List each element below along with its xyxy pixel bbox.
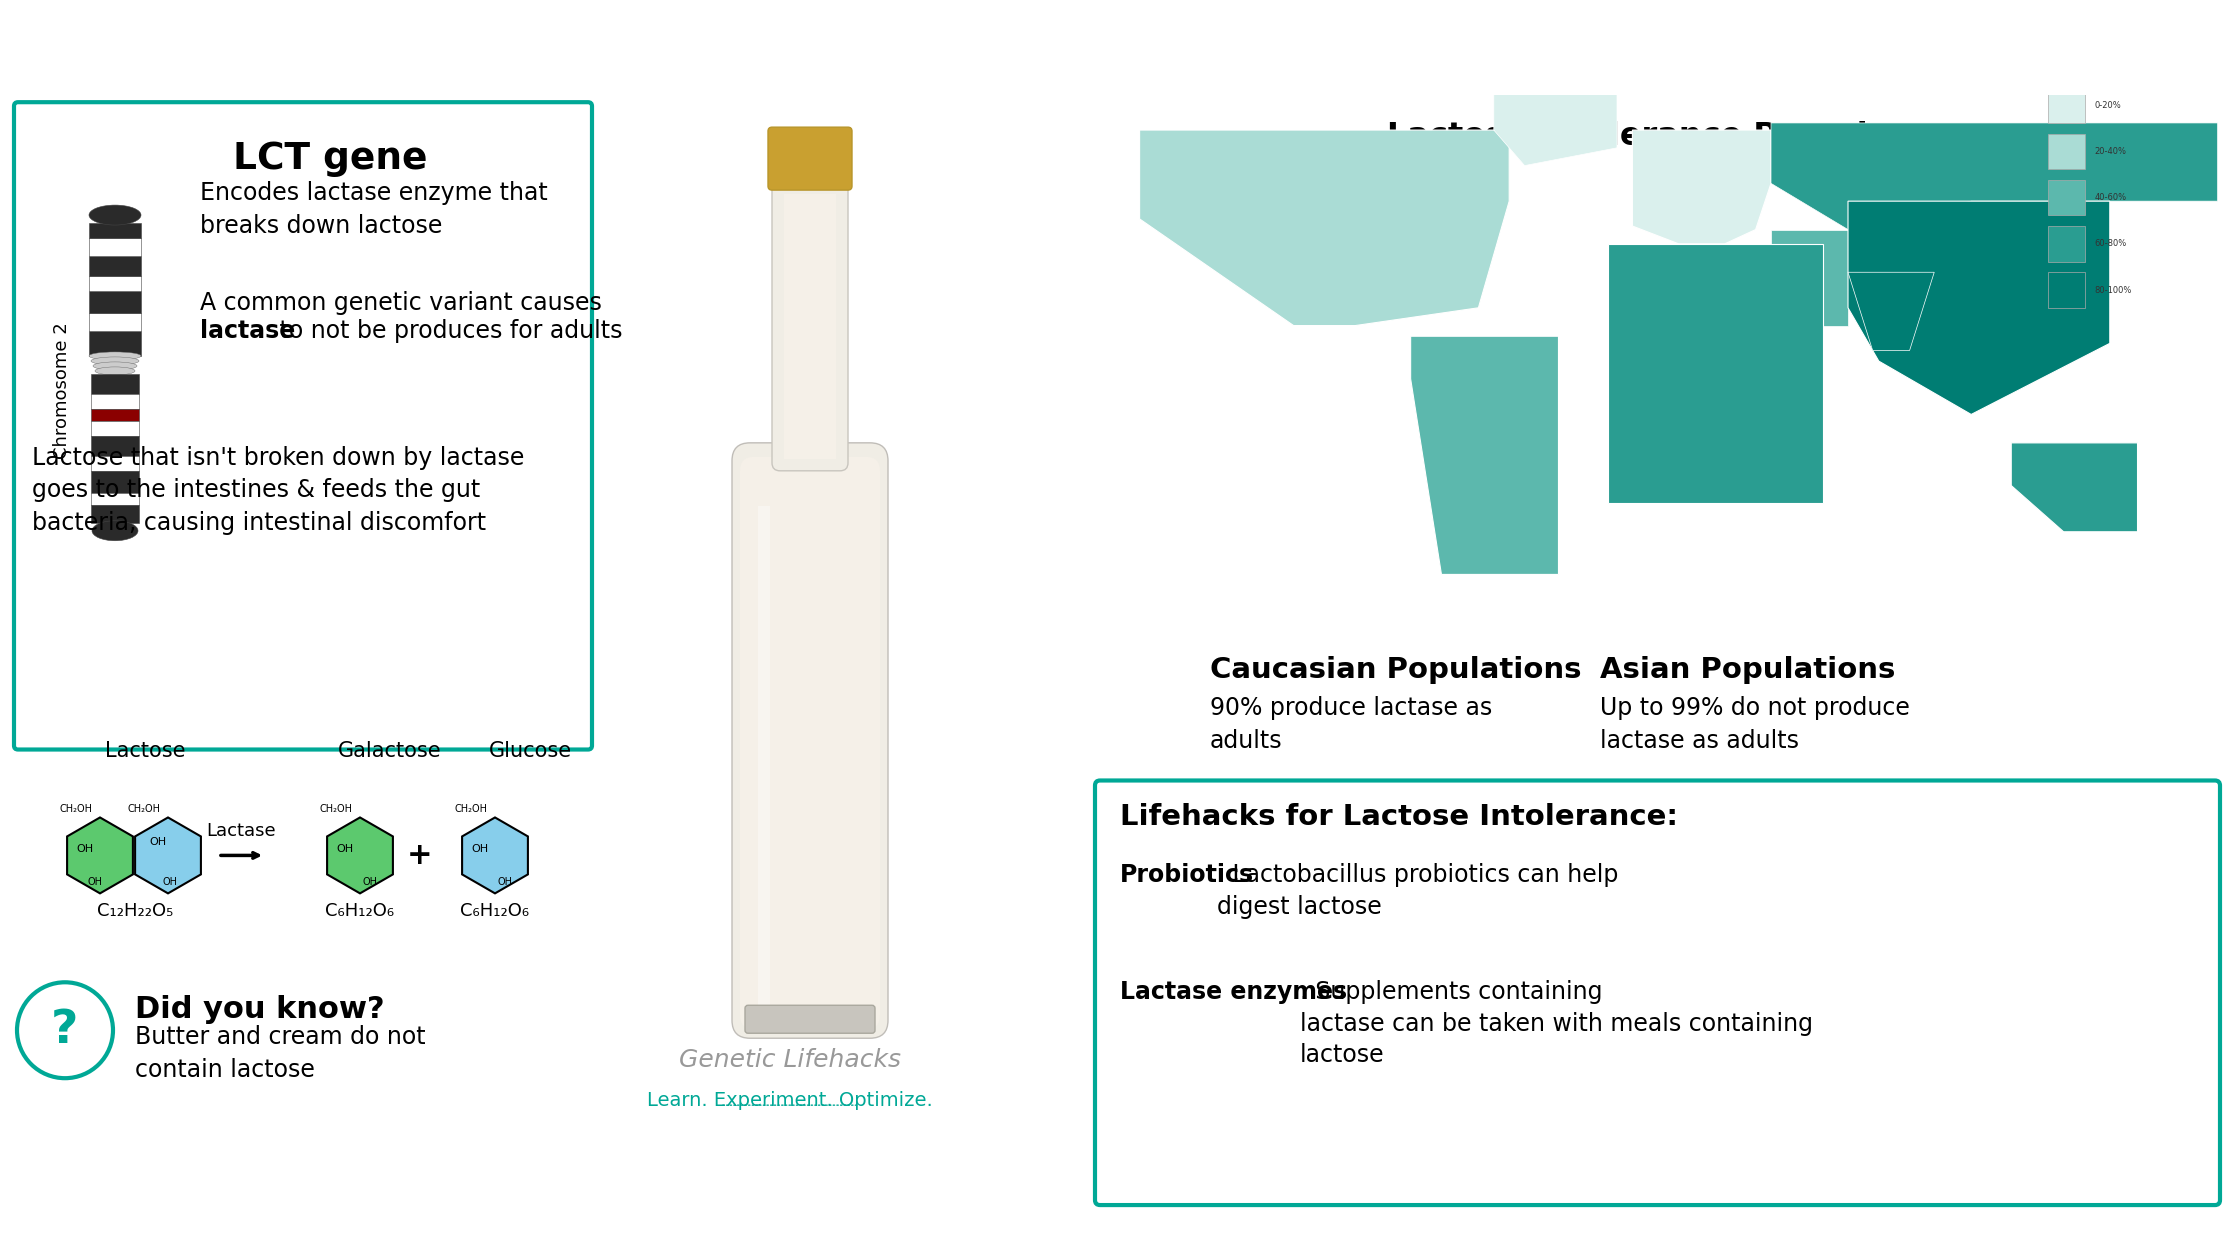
- Ellipse shape: [94, 367, 134, 375]
- Text: 40-60%: 40-60%: [2094, 193, 2126, 202]
- Circle shape: [18, 983, 112, 1079]
- FancyBboxPatch shape: [13, 102, 591, 750]
- Ellipse shape: [90, 205, 141, 226]
- Text: : Supplements containing
lactase can be taken with meals containing
lactose: : Supplements containing lactase can be …: [1299, 980, 1812, 1067]
- Bar: [90, 291, 141, 312]
- Text: Lactose: Lactose: [105, 741, 186, 761]
- Text: 20-40%: 20-40%: [2094, 147, 2126, 156]
- Text: CH₂OH: CH₂OH: [455, 804, 488, 814]
- Bar: [2047, 272, 2085, 307]
- Polygon shape: [1608, 244, 1823, 503]
- Text: OH: OH: [363, 877, 379, 887]
- Text: 90% produce lactase as
adults: 90% produce lactase as adults: [1210, 696, 1492, 753]
- Text: C₁₂H₂₂O₅: C₁₂H₂₂O₅: [96, 902, 172, 920]
- Text: OH: OH: [470, 844, 488, 854]
- FancyBboxPatch shape: [773, 175, 849, 471]
- Text: Encodes lactase enzyme that
breaks down lactose: Encodes lactase enzyme that breaks down …: [199, 181, 549, 238]
- Text: Probiotics: Probiotics: [1120, 863, 1254, 887]
- Bar: [784, 194, 836, 459]
- Text: Chromosome 2: Chromosome 2: [54, 323, 72, 459]
- Text: 60-80%: 60-80%: [2094, 239, 2126, 248]
- Polygon shape: [1633, 130, 1772, 244]
- Text: ?: ?: [52, 1008, 78, 1053]
- Text: : Lactobacillus probiotics can help
digest lactose: : Lactobacillus probiotics can help dige…: [1216, 863, 1617, 919]
- Text: Lactose Intolerance Prevalence: Lactose Intolerance Prevalence: [1387, 121, 1953, 152]
- Text: 0-20%: 0-20%: [2094, 101, 2121, 110]
- Polygon shape: [2012, 444, 2137, 532]
- Text: Learn. Experiment. Optimize.: Learn. Experiment. Optimize.: [647, 1091, 932, 1110]
- Text: Glucose: Glucose: [488, 741, 571, 761]
- Text: 80-100%: 80-100%: [2094, 286, 2132, 295]
- Text: to not be produces for adults: to not be produces for adults: [271, 319, 623, 343]
- Polygon shape: [1772, 123, 2218, 229]
- Text: OH: OH: [164, 877, 177, 887]
- Bar: [92, 374, 139, 394]
- Text: CH₂OH: CH₂OH: [128, 804, 161, 814]
- Text: Lactose that isn't broken down by lactase
goes to the intestines & feeds the gut: Lactose that isn't broken down by lactas…: [31, 446, 524, 536]
- FancyBboxPatch shape: [1095, 780, 2220, 1205]
- Text: Lifehacks for Lactose Intolerance:: Lifehacks for Lactose Intolerance:: [1120, 804, 1678, 832]
- Bar: [2047, 134, 2085, 169]
- Text: Asian Populations: Asian Populations: [1599, 655, 1895, 684]
- Polygon shape: [1411, 336, 1559, 575]
- Polygon shape: [461, 818, 529, 893]
- Text: OH: OH: [76, 844, 94, 854]
- Text: Caucasian Populations: Caucasian Populations: [1210, 655, 1581, 684]
- Bar: [92, 493, 139, 505]
- Bar: [92, 410, 139, 421]
- Bar: [90, 276, 141, 291]
- Text: CH₂OH: CH₂OH: [320, 804, 352, 814]
- Text: C₆H₁₂O₆: C₆H₁₂O₆: [461, 902, 529, 920]
- Bar: [2047, 87, 2085, 123]
- Text: OH: OH: [150, 838, 166, 848]
- Text: OH: OH: [497, 877, 513, 887]
- Bar: [90, 312, 141, 331]
- Ellipse shape: [94, 362, 137, 370]
- Bar: [90, 223, 141, 238]
- Text: Genetic Lifehacks: Genetic Lifehacks: [679, 1048, 900, 1072]
- Text: Lactose Intolerance: Digesting Dairy as an Adult: Lactose Intolerance: Digesting Dairy as …: [473, 21, 1767, 67]
- Ellipse shape: [92, 520, 139, 541]
- Text: CH₂OH: CH₂OH: [60, 804, 92, 814]
- Text: Galactose: Galactose: [338, 741, 441, 761]
- Text: Lactase enzymes: Lactase enzymes: [1120, 980, 1346, 1004]
- Polygon shape: [1848, 272, 1933, 350]
- Polygon shape: [1848, 202, 2110, 415]
- Text: Lactase: Lactase: [206, 823, 276, 840]
- Polygon shape: [327, 818, 392, 893]
- Bar: [92, 421, 139, 436]
- Bar: [90, 238, 141, 256]
- Text: A common genetic variant causes: A common genetic variant causes: [199, 291, 603, 345]
- Text: Butter and cream do not
contain lactose: Butter and cream do not contain lactose: [134, 1026, 426, 1082]
- Polygon shape: [1494, 94, 1617, 165]
- Bar: [2047, 180, 2085, 215]
- Bar: [92, 471, 139, 493]
- Ellipse shape: [92, 357, 139, 365]
- FancyBboxPatch shape: [732, 442, 887, 1038]
- Text: +: +: [408, 840, 432, 869]
- FancyBboxPatch shape: [739, 457, 880, 1029]
- Bar: [90, 256, 141, 276]
- Text: Did you know?: Did you know?: [134, 995, 385, 1024]
- Text: LCT gene: LCT gene: [233, 141, 428, 178]
- Text: OH: OH: [87, 877, 103, 887]
- Polygon shape: [134, 818, 202, 893]
- Bar: [90, 331, 141, 355]
- Polygon shape: [1772, 229, 1848, 325]
- Bar: [757, 505, 771, 1005]
- Bar: [92, 436, 139, 456]
- Polygon shape: [67, 818, 132, 893]
- Ellipse shape: [90, 352, 141, 360]
- Text: Up to 99% do not produce
lactase as adults: Up to 99% do not produce lactase as adul…: [1599, 696, 1911, 753]
- Polygon shape: [1140, 130, 1510, 325]
- FancyBboxPatch shape: [746, 1005, 876, 1033]
- Text: OH: OH: [336, 844, 354, 854]
- Text: C₆H₁₂O₆: C₆H₁₂O₆: [325, 902, 394, 920]
- Bar: [92, 456, 139, 471]
- FancyBboxPatch shape: [768, 127, 851, 190]
- Bar: [92, 505, 139, 523]
- Text: lactase: lactase: [199, 319, 296, 343]
- Bar: [92, 394, 139, 410]
- Bar: [2047, 226, 2085, 262]
